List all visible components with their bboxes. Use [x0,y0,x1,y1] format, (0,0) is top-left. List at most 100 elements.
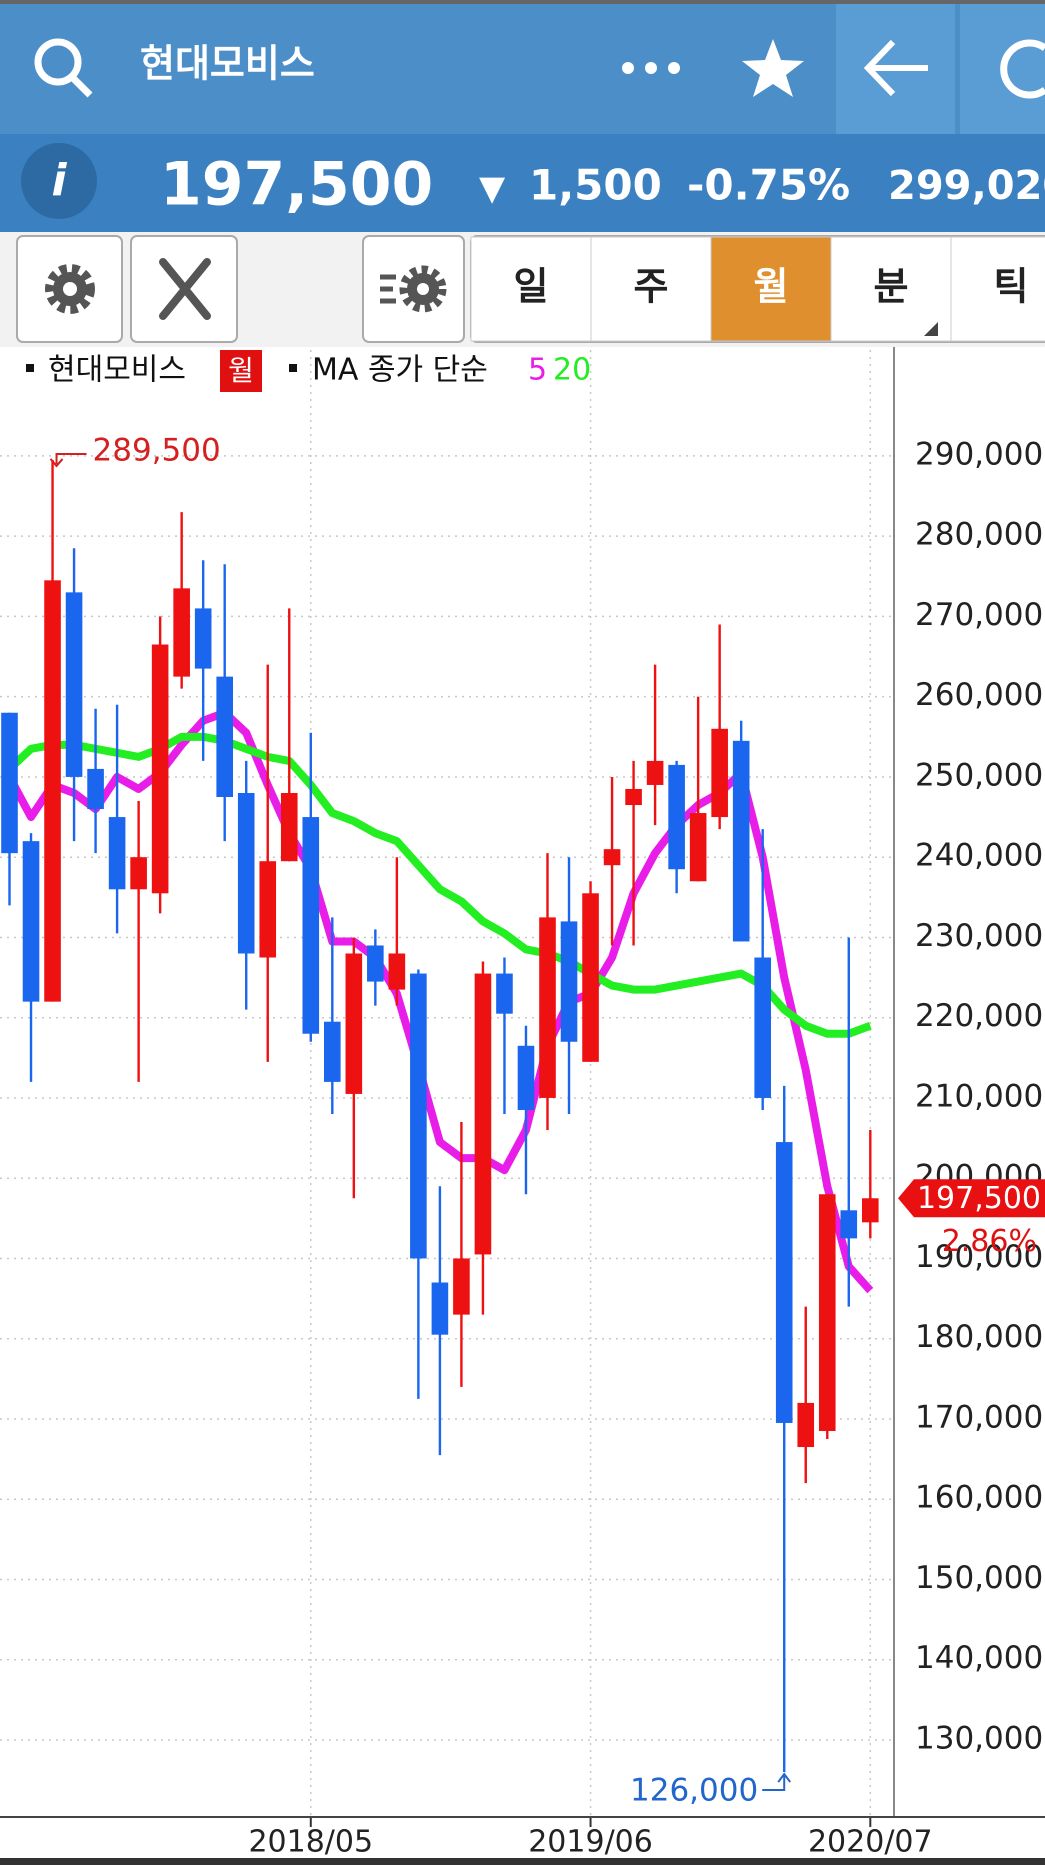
tab[interactable] [830,236,952,342]
candle-body [496,973,513,1014]
tools-icon [159,258,211,320]
candle-body [818,1194,836,1431]
candle-body [173,588,190,677]
y-tick-label: 270,000 [915,597,1043,633]
candle-body [302,817,320,1034]
settings-icon [45,264,95,314]
ma-label: MA 종가 단순 [312,353,488,388]
change-percent: -0.75% [687,161,850,210]
price: 197,500 [160,150,433,220]
candle-body [44,580,61,1002]
candle-body [797,1402,815,1448]
candle-body [259,861,277,958]
y-tick-label: 260,000 [915,677,1043,713]
legend-ma-period: 20 [553,353,591,388]
candle-body [625,788,642,806]
legend-marker [26,364,34,372]
candle-body [410,973,427,1259]
more-icon[interactable] [622,62,680,74]
candle-body [65,592,83,777]
candle-body [732,740,750,942]
annotation-pointer [762,1772,792,1792]
indicator-icon [380,265,447,313]
price-tag [898,1179,1045,1218]
plot: 130,000 140,000 150,000 160,000 170,000 180,0… [0,347,1045,1860]
y-tick-label: 290,000 [915,436,1043,472]
tab[interactable] [590,236,712,342]
candle-body [1,712,18,854]
candle-body [194,608,212,669]
refresh-icon [1000,39,1045,99]
candle-body [582,893,599,1062]
info-icon: i [51,155,67,206]
y-tick-label: 190,000 [915,1239,1043,1275]
y-tick-label: 130,000 [915,1720,1043,1756]
candle-body [151,644,169,894]
candle-body [324,1021,341,1082]
period-badge [220,350,262,392]
info-button[interactable] [21,143,97,219]
candle-body [517,1045,535,1110]
annotation-label: 126,000 [630,1773,758,1809]
y-tick-label: 250,000 [915,757,1043,793]
period-label: 월 [228,354,254,387]
y-tick-label: 150,000 [915,1560,1043,1596]
stock-title: 현대모비스 [140,42,315,86]
favorite-icon[interactable] [742,39,804,97]
candle-body [87,768,104,810]
candle-body [22,841,40,1002]
x-tick-label: 2019/06 [528,1825,653,1860]
candle-body [560,921,578,1042]
candle-body [862,1198,879,1223]
x-tick-label: 2020/07 [808,1825,933,1860]
candle-body [840,1210,858,1239]
tab-label: 분 [874,265,909,309]
minute-dropdown [924,322,938,336]
legend-marker [289,364,297,372]
y-tick-label: 280,000 [915,517,1043,553]
tab-label: 월 [754,265,789,309]
candle-body [130,857,147,890]
candle-body [280,792,298,862]
candle-body [668,764,685,870]
candle-body [216,676,233,798]
y-tick-label: 140,000 [915,1640,1043,1676]
candle-body [453,1258,470,1315]
candle-body [711,728,728,818]
price-tag-label: 197,500 [917,1181,1041,1216]
candle-body [754,957,771,1098]
change: 1,500 [529,161,662,210]
back-icon [863,39,928,97]
tab[interactable] [710,236,832,342]
candle-body [367,945,384,982]
volume: 299,020 [888,163,1045,209]
annotation-pointer [49,452,87,468]
candle-body [388,953,406,990]
candle-body [431,1282,449,1335]
y-tick-label: 230,000 [915,918,1043,954]
search-icon[interactable] [34,38,93,98]
change-arrow: ▼ [479,169,506,209]
candle-body [108,817,126,890]
legend-series: 현대모비스 [48,353,186,388]
tab-label: 틱 [994,265,1029,309]
annotation-label: 289,500 [93,432,221,468]
tab-label: 주 [634,265,669,309]
candle-body [775,1142,793,1423]
quote-bar [0,134,1045,232]
y-tick-label: 240,000 [915,838,1043,874]
y-tick-label: 180,000 [915,1319,1043,1355]
legend-ma-period: 5 [528,353,547,388]
tab[interactable] [950,236,1045,342]
candle-body [237,792,255,954]
tab[interactable] [470,236,592,342]
candle-body [689,813,707,882]
y-tick-label: 220,000 [915,998,1043,1034]
y-tick-label: 160,000 [915,1480,1043,1516]
candle-body [474,973,492,1255]
candle-body [539,917,556,1098]
tab-label: 일 [514,265,549,309]
price-tag-change: 2.86% [942,1224,1037,1259]
